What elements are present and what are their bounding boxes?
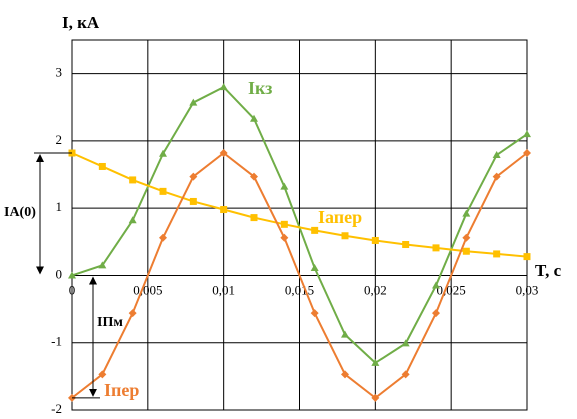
- marker: [189, 172, 198, 181]
- marker: [250, 214, 258, 222]
- y-tick-label: -2: [51, 401, 62, 416]
- marker: [492, 151, 501, 159]
- marker: [280, 182, 289, 190]
- marker: [189, 197, 197, 205]
- marker: [219, 149, 228, 158]
- y-tick-label: -1: [51, 334, 62, 349]
- x-tick-label: 0,01: [212, 282, 235, 297]
- x-tick-label: 0,015: [285, 282, 314, 297]
- marker: [128, 216, 137, 224]
- marker: [250, 114, 258, 122]
- marker: [98, 162, 106, 170]
- marker: [98, 261, 107, 269]
- marker: [371, 393, 380, 402]
- marker: [462, 233, 471, 242]
- marker: [341, 232, 349, 240]
- marker: [462, 247, 470, 255]
- x-tick-label: 0,025: [437, 282, 466, 297]
- marker: [128, 309, 137, 318]
- y-tick-label: 2: [56, 132, 63, 147]
- marker: [493, 250, 501, 258]
- y-tick-label: 3: [56, 65, 63, 80]
- marker: [462, 209, 471, 217]
- series-line: [71, 152, 528, 258]
- marker: [311, 226, 319, 234]
- marker: [401, 339, 410, 347]
- marker: [341, 370, 349, 379]
- marker: [129, 176, 137, 184]
- marker: [68, 271, 76, 279]
- y-tick-label: 1: [56, 199, 63, 214]
- series-line: [71, 151, 528, 400]
- marker: [402, 241, 410, 249]
- y-tick-label: 0: [56, 266, 63, 281]
- x-tick-label: 0,02: [364, 282, 387, 297]
- series-label: Iапер: [318, 207, 362, 227]
- x-tick-label: 0,005: [133, 282, 162, 297]
- annotation: IA(0): [4, 205, 36, 220]
- marker: [371, 236, 379, 244]
- marker: [98, 370, 107, 379]
- marker: [523, 149, 531, 158]
- marker: [432, 244, 440, 252]
- marker: [250, 172, 258, 181]
- marker: [341, 330, 349, 338]
- marker: [523, 253, 531, 261]
- marker: [280, 233, 289, 242]
- marker: [523, 130, 531, 138]
- marker: [280, 220, 288, 228]
- marker: [220, 206, 228, 214]
- marker: [310, 309, 319, 318]
- marker: [371, 358, 380, 366]
- y-axis-label: I, кА: [62, 13, 100, 32]
- marker: [492, 172, 501, 181]
- marker: [310, 264, 319, 272]
- marker: [159, 187, 167, 195]
- series-label: Iпер: [104, 380, 139, 400]
- x-tick-label: 0,03: [516, 282, 539, 297]
- marker: [401, 370, 410, 379]
- x-tick-label: 0: [69, 282, 76, 297]
- marker: [432, 309, 440, 318]
- marker: [159, 149, 167, 157]
- marker: [159, 233, 167, 242]
- x-axis-label: T, с: [535, 261, 562, 280]
- marker: [432, 281, 440, 289]
- marker: [219, 83, 228, 91]
- annotation: IПм: [97, 315, 123, 330]
- series-label: Iкз: [248, 78, 272, 98]
- marker: [189, 98, 198, 106]
